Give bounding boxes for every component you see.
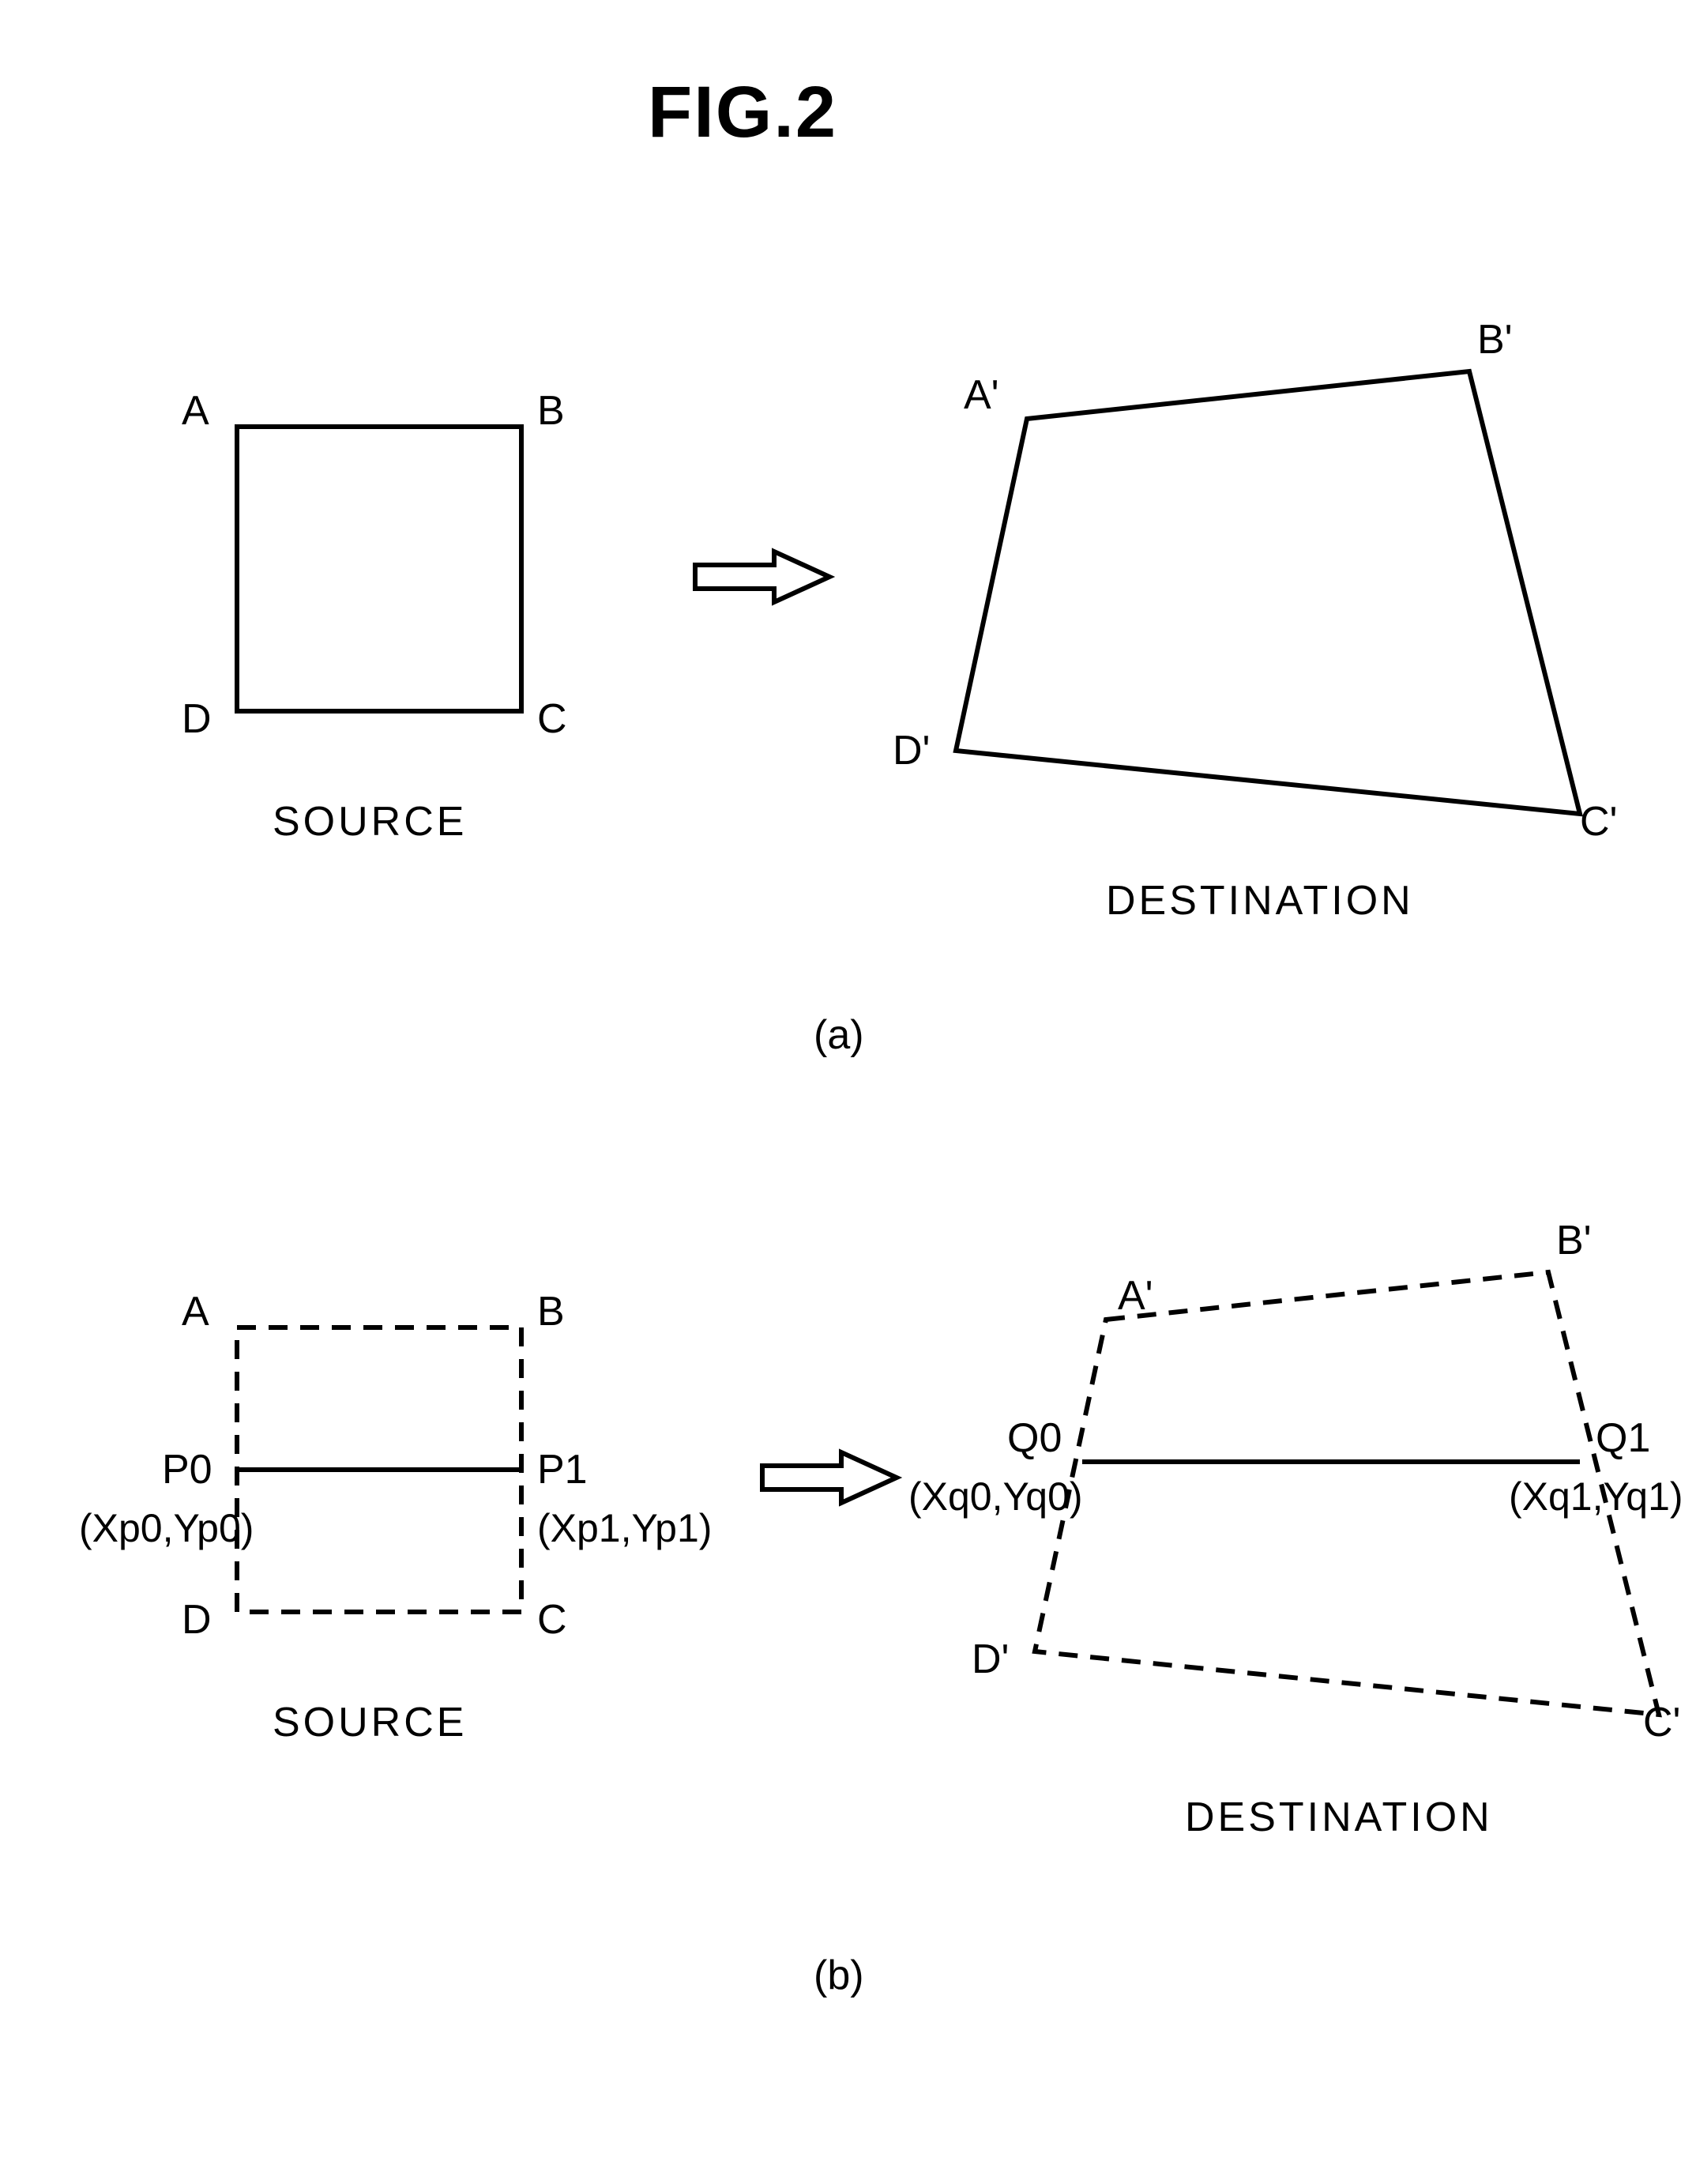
label-a-dst-C: C' bbox=[1580, 798, 1617, 845]
label-a-dst-D: D' bbox=[893, 727, 930, 774]
label-b-dst-Q1-coord: (Xq1,Yq1) bbox=[1509, 1474, 1683, 1519]
panel-a-arrow bbox=[687, 545, 845, 608]
caption-b-source: SOURCE bbox=[273, 1699, 467, 1746]
label-a-src-B: B bbox=[537, 387, 565, 435]
label-b-src-A: A bbox=[182, 1288, 209, 1335]
label-b-src-P0-coord: (Xp0,Yp0) bbox=[79, 1505, 254, 1551]
panel-b: A B C D P0 P1 (Xp0,Yp0) (Xp1,Yp1) SOURCE… bbox=[0, 1241, 1696, 2031]
panel-b-letter: (b) bbox=[814, 1952, 864, 1999]
label-b-dst-Q1: Q1 bbox=[1596, 1414, 1650, 1462]
label-a-src-D: D bbox=[182, 695, 212, 743]
label-a-src-A: A bbox=[182, 387, 209, 435]
label-a-dst-A: A' bbox=[964, 371, 999, 419]
caption-b-dest: DESTINATION bbox=[1185, 1794, 1493, 1841]
label-b-dst-A: A' bbox=[1118, 1272, 1153, 1320]
panel-b-source-shape bbox=[237, 1327, 521, 1612]
panel-a-source-shape bbox=[237, 427, 521, 711]
panel-b-arrow bbox=[754, 1446, 912, 1509]
label-b-dst-B: B' bbox=[1556, 1217, 1592, 1264]
label-b-dst-D: D' bbox=[972, 1636, 1009, 1683]
caption-a-dest: DESTINATION bbox=[1106, 877, 1414, 924]
label-b-src-P0: P0 bbox=[162, 1446, 212, 1493]
label-b-dst-Q0: Q0 bbox=[1007, 1414, 1062, 1462]
figure-title: FIG.2 bbox=[648, 71, 837, 154]
label-b-src-B: B bbox=[537, 1288, 565, 1335]
label-a-src-C: C bbox=[537, 695, 567, 743]
label-b-src-P1: P1 bbox=[537, 1446, 588, 1493]
panel-a-letter: (a) bbox=[814, 1011, 864, 1059]
caption-a-source: SOURCE bbox=[273, 798, 467, 845]
label-b-src-D: D bbox=[182, 1596, 212, 1644]
label-b-dst-Q0-coord: (Xq0,Yq0) bbox=[908, 1474, 1083, 1519]
label-b-src-C: C bbox=[537, 1596, 567, 1644]
panel-b-dest-shape bbox=[1106, 1272, 1696, 1825]
label-b-src-P1-coord: (Xp1,Yp1) bbox=[537, 1505, 712, 1551]
label-a-dst-B: B' bbox=[1477, 316, 1513, 363]
label-b-dst-C: C' bbox=[1643, 1699, 1680, 1746]
panel-a: A B C D SOURCE A' B' C' D' DESTINATION (… bbox=[0, 340, 1696, 1051]
